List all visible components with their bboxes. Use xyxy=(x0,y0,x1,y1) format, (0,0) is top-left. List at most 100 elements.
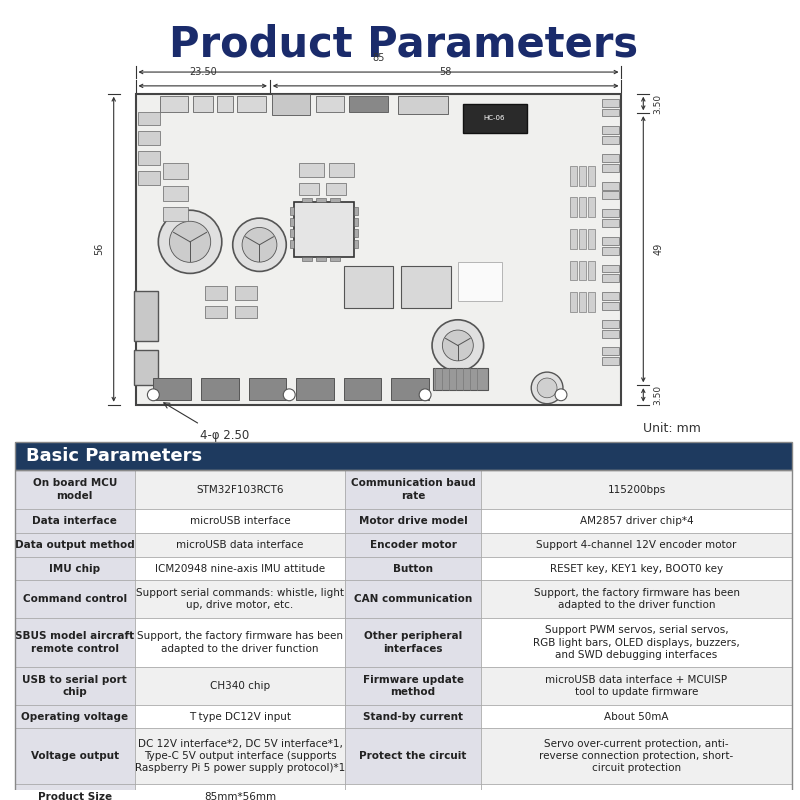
Text: Basic Parameters: Basic Parameters xyxy=(26,447,202,465)
Bar xyxy=(354,240,358,248)
Bar xyxy=(579,198,586,217)
Bar xyxy=(316,96,344,111)
Text: CH340 chip: CH340 chip xyxy=(210,681,270,691)
Bar xyxy=(570,292,577,312)
Circle shape xyxy=(537,378,557,398)
Bar xyxy=(134,291,158,341)
Bar xyxy=(570,198,577,217)
Bar xyxy=(290,207,294,215)
Text: 4-φ 2.50: 4-φ 2.50 xyxy=(200,430,250,442)
Text: Command control: Command control xyxy=(22,594,127,604)
Bar xyxy=(602,109,619,117)
Bar xyxy=(345,618,481,667)
Text: 85mm*56mm: 85mm*56mm xyxy=(204,791,276,800)
Bar xyxy=(326,182,346,195)
Circle shape xyxy=(170,222,210,262)
Bar xyxy=(14,729,135,784)
Text: Support PWM servos, serial servos,
RGB light bars, OLED displays, buzzers,
and S: Support PWM servos, serial servos, RGB l… xyxy=(533,625,740,660)
Text: Protect the circuit: Protect the circuit xyxy=(359,751,466,761)
Bar xyxy=(602,210,619,217)
Bar xyxy=(579,229,586,249)
Text: Communication baud
rate: Communication baud rate xyxy=(350,478,475,501)
Bar xyxy=(330,198,340,202)
Bar xyxy=(570,229,577,249)
Bar xyxy=(134,350,158,385)
Bar xyxy=(602,219,619,227)
Text: microUSB interface: microUSB interface xyxy=(190,516,290,526)
Bar xyxy=(433,368,487,390)
Text: Encoder motor: Encoder motor xyxy=(370,540,457,550)
Bar xyxy=(345,557,481,580)
Bar xyxy=(570,261,577,280)
Bar xyxy=(391,378,429,400)
Bar xyxy=(14,784,792,800)
Text: ICM20948 nine-axis IMU attitude: ICM20948 nine-axis IMU attitude xyxy=(155,563,325,574)
Bar xyxy=(579,166,586,186)
Text: Other peripheral
interfaces: Other peripheral interfaces xyxy=(364,631,462,654)
Bar xyxy=(588,166,594,186)
Circle shape xyxy=(158,210,222,274)
Circle shape xyxy=(432,320,484,371)
Bar xyxy=(217,96,233,111)
Text: 85: 85 xyxy=(372,53,385,63)
Bar xyxy=(14,705,792,729)
Circle shape xyxy=(419,389,431,401)
Bar xyxy=(14,470,792,800)
Bar xyxy=(14,533,135,557)
Circle shape xyxy=(242,227,277,262)
Text: Product Size: Product Size xyxy=(38,791,112,800)
Bar xyxy=(602,98,619,106)
Bar xyxy=(272,94,310,115)
Text: Product Parameters: Product Parameters xyxy=(169,23,638,66)
Bar xyxy=(602,191,619,199)
Text: Button: Button xyxy=(393,563,433,574)
Bar xyxy=(160,96,188,111)
Bar xyxy=(345,705,481,729)
Bar xyxy=(237,96,266,111)
Bar xyxy=(163,207,188,221)
Bar xyxy=(302,257,312,261)
Bar xyxy=(193,96,213,111)
Circle shape xyxy=(147,389,159,401)
Bar xyxy=(302,198,312,202)
Bar xyxy=(588,292,594,312)
Bar xyxy=(602,274,619,282)
Bar xyxy=(602,136,619,144)
Bar xyxy=(602,358,619,365)
Bar xyxy=(14,667,135,705)
Bar xyxy=(602,154,619,162)
Text: USB to serial port
chip: USB to serial port chip xyxy=(22,674,127,697)
Bar xyxy=(330,257,340,261)
Bar xyxy=(14,442,792,470)
Bar xyxy=(294,202,354,257)
Text: CAN communication: CAN communication xyxy=(354,594,472,604)
Text: 115200bps: 115200bps xyxy=(607,485,666,494)
Bar xyxy=(163,186,188,202)
Bar xyxy=(354,229,358,237)
Circle shape xyxy=(442,330,474,361)
Bar xyxy=(458,262,502,301)
Bar xyxy=(14,557,135,580)
Bar xyxy=(344,266,394,308)
Bar xyxy=(290,229,294,237)
Bar xyxy=(602,182,619,190)
Bar xyxy=(138,111,160,126)
Bar xyxy=(234,286,257,300)
Bar xyxy=(14,580,792,618)
Bar xyxy=(296,378,334,400)
Bar xyxy=(349,96,389,111)
Text: STM32F103RCT6: STM32F103RCT6 xyxy=(196,485,284,494)
Text: 23.50: 23.50 xyxy=(189,67,217,77)
Bar xyxy=(602,330,619,338)
Text: HC-06: HC-06 xyxy=(484,115,506,122)
Bar xyxy=(588,261,594,280)
Bar xyxy=(14,618,792,667)
Bar xyxy=(14,510,135,533)
Bar xyxy=(354,207,358,215)
Bar xyxy=(138,170,160,185)
Bar xyxy=(602,246,619,254)
Circle shape xyxy=(531,372,563,404)
Bar xyxy=(588,229,594,249)
Circle shape xyxy=(283,389,295,401)
Text: DC 12V interface*2, DC 5V interface*1,
Type-C 5V output interface (supports
Rasp: DC 12V interface*2, DC 5V interface*1, T… xyxy=(135,738,345,774)
